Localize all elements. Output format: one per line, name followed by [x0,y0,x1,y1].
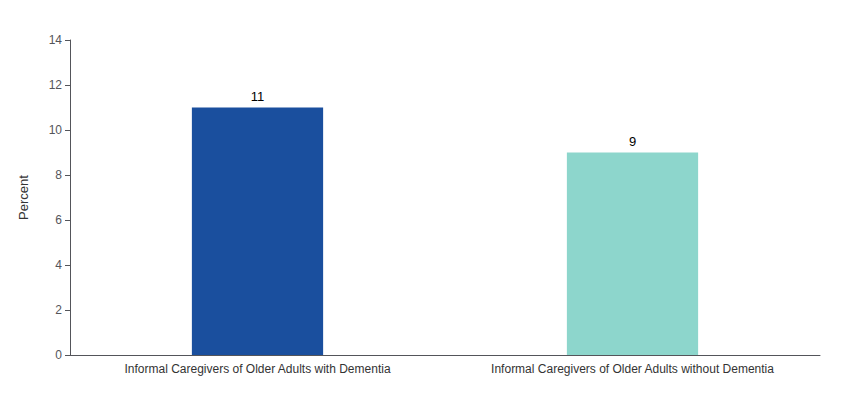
svg-text:4: 4 [55,258,62,272]
svg-text:12: 12 [49,78,63,92]
svg-text:Percent: Percent [16,175,31,220]
svg-text:Informal Caregivers of Older A: Informal Caregivers of Older Adults with… [491,362,774,376]
svg-text:11: 11 [251,89,265,104]
svg-text:9: 9 [629,134,636,149]
svg-text:10: 10 [49,123,63,137]
svg-text:8: 8 [55,168,62,182]
svg-text:Informal Caregivers of Older A: Informal Caregivers of Older Adults with… [124,362,390,376]
svg-text:6: 6 [55,213,62,227]
svg-text:14: 14 [49,33,63,47]
svg-text:2: 2 [55,303,62,317]
svg-text:0: 0 [55,348,62,362]
